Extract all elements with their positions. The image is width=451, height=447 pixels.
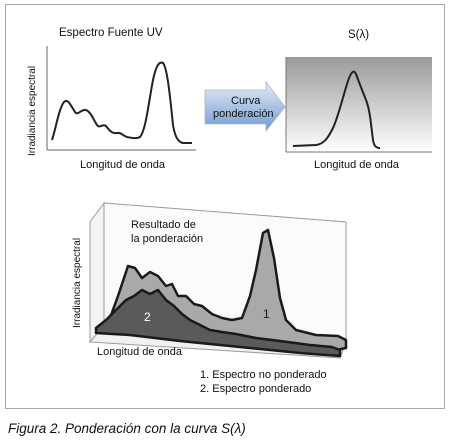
series-1-marker: 1 [263, 307, 270, 321]
s-lambda-chart [285, 57, 432, 153]
uv-chart-y-label: Irradiancia espectral [27, 65, 38, 156]
weighting-arrow [204, 80, 286, 133]
figure-frame [5, 4, 445, 409]
uv-chart-title: Espectro Fuente UV [59, 27, 163, 39]
bottom-chart-x-label: Longitud de onda [97, 346, 183, 358]
arrow-label-line2: ponderación [213, 108, 274, 120]
uv-source-chart [46, 46, 196, 151]
uv-chart-x-label: Longitud de onda [80, 159, 166, 171]
figure-caption: Figura 2. Ponderación con la curva S(λ) [8, 421, 246, 436]
uv-spectrum-curve [51, 61, 192, 144]
chart-left-wall [89, 201, 105, 344]
series-2-weighted-area [94, 288, 342, 358]
arrow-label-line1: Curva [231, 95, 261, 107]
s-lambda-x-label: Longitud de onda [314, 159, 400, 171]
series-2-marker: 2 [144, 310, 151, 324]
weighted-spectrum-3d-chart [88, 201, 348, 359]
result-annotation-line1: Resultado de [131, 219, 196, 231]
bottom-chart-y-label: Irradiancia espectral [72, 237, 83, 328]
s-lambda-curve [292, 70, 381, 149]
s-lambda-background [286, 57, 432, 152]
result-annotation-line2: la ponderación [131, 233, 204, 245]
legend-entry-1: 1. Espectro no ponderado [200, 369, 327, 381]
s-lambda-title: S(λ) [348, 29, 370, 41]
legend-entry-2: 2. Espectro ponderado [200, 383, 312, 395]
